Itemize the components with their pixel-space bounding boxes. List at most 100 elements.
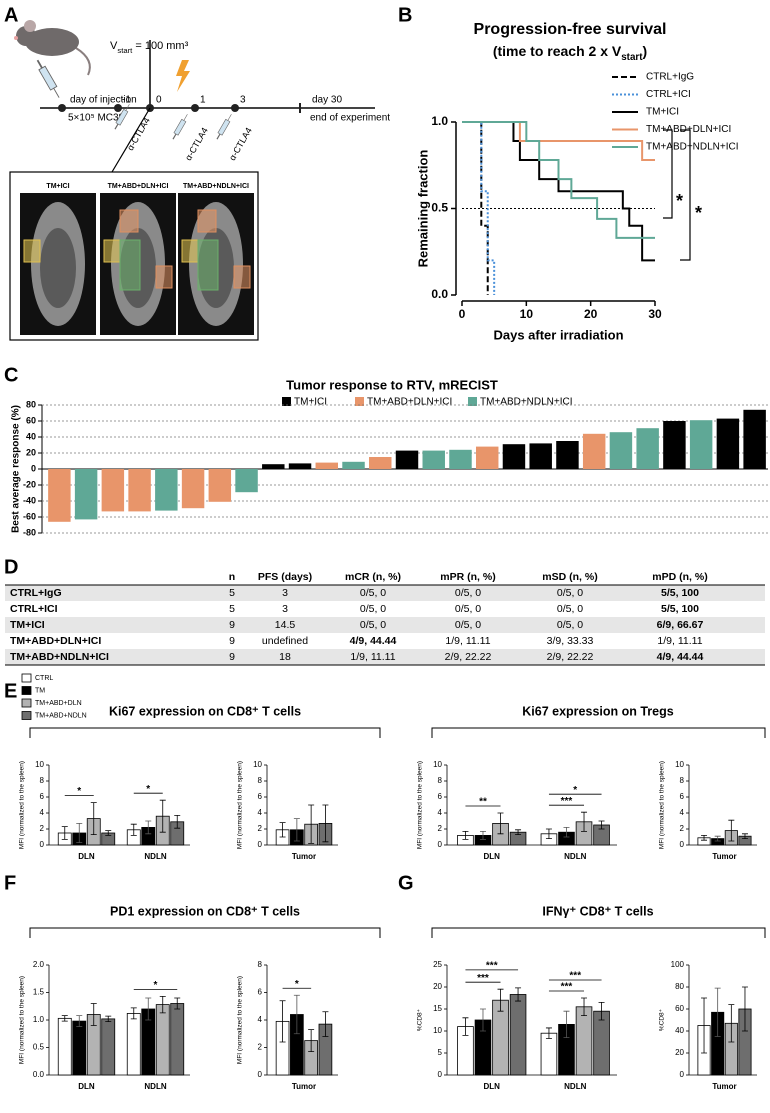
x-tick-label: DLN (484, 1082, 501, 1091)
table-cell: 9 (229, 651, 235, 663)
syringe-plunger (216, 133, 221, 140)
error-bar (90, 802, 97, 835)
bar (689, 420, 713, 469)
table-cell: 1/9, 11.11 (445, 635, 490, 647)
x-tick-label: 20 (584, 307, 598, 321)
error-bar (545, 828, 552, 839)
table-cell: 9 (229, 619, 235, 631)
bar (155, 469, 178, 511)
legend-label: CTRL (35, 675, 53, 682)
significance-label: *** (561, 796, 573, 807)
table-cell: undefined (262, 635, 308, 647)
syringe-barrel (173, 118, 187, 136)
y-tick-label: 8 (258, 776, 263, 785)
y-tick-label: 0 (31, 463, 36, 473)
y-tick-label: 10 (675, 760, 684, 769)
x-tick-label: NDLN (144, 852, 166, 861)
bar (101, 469, 125, 512)
text-part: start (117, 46, 133, 55)
bar (502, 444, 526, 469)
image-box (9, 171, 259, 341)
multipart-text: Vstart = 100 mm³ (110, 40, 189, 55)
legend-label: TM (35, 687, 45, 694)
treatment-label: α-CTLA4 (183, 126, 210, 162)
x-tick-label: DLN (78, 852, 95, 861)
y-axis-label: Best average response (%) (11, 405, 22, 533)
bar (422, 450, 445, 469)
significance-bracket (663, 129, 673, 219)
y-tick-label: 0.5 (431, 201, 448, 215)
bar (529, 443, 552, 469)
survival-curve (462, 121, 655, 162)
bar (369, 457, 392, 469)
bar (582, 433, 606, 469)
syringe-needle (53, 88, 60, 98)
error-bar (728, 1004, 735, 1043)
table-cell: 4/9, 44.44 (350, 635, 397, 647)
survival-curve (462, 121, 655, 239)
legend-label: TM+ABD+DLN+ICI (367, 397, 452, 408)
y-axis-label: Remaining fraction (415, 150, 430, 268)
error-bar (462, 1017, 469, 1036)
y-tick-label: -20 (23, 479, 36, 489)
bar (57, 1017, 72, 1076)
y-tick-label: 2 (258, 1043, 263, 1052)
ct-roi (103, 239, 121, 263)
table-cell: 1/9, 11.11 (350, 651, 395, 663)
y-tick-label: -80 (23, 527, 36, 537)
y-tick-label: 8 (680, 776, 685, 785)
text-part: = 100 mm³ (132, 40, 188, 52)
y-tick-label: 40 (26, 431, 36, 441)
significance-label: * (77, 786, 81, 797)
y-axis-label: MFI (normalized to the spleen) (19, 976, 26, 1064)
mouse-tail (75, 47, 91, 76)
table-header: mPR (n, %) (440, 571, 495, 583)
x-tick-label: DLN (78, 1082, 95, 1091)
text-part: ) (642, 43, 647, 59)
y-axis-label: %CD8⁺ (417, 1008, 424, 1031)
error-bar (279, 822, 286, 838)
error-bar (174, 815, 181, 829)
y-tick-label: 1.0 (33, 1015, 45, 1024)
bar (155, 1004, 170, 1076)
ct-roi (181, 239, 199, 263)
mouse-ear (24, 20, 36, 32)
panel-letter: G (398, 872, 414, 894)
bar (475, 446, 499, 469)
y-tick-label: 80 (26, 399, 36, 409)
error-bar (145, 820, 152, 835)
y-tick-label: 60 (26, 415, 36, 425)
timeline-dot (58, 104, 66, 112)
panel-letter: A (4, 4, 18, 26)
bar (663, 421, 686, 469)
y-tick-label: 0 (40, 840, 45, 849)
timeline-dot (191, 104, 199, 112)
error-bar (279, 1000, 286, 1043)
legend-label: TM+ICI (646, 107, 679, 118)
y-axis-label: MFI (normalized to the spleen) (659, 761, 666, 849)
significance-label: *** (561, 982, 573, 993)
error-bar (308, 804, 315, 844)
y-tick-label: 6 (438, 792, 443, 801)
error-bar (322, 804, 329, 843)
y-tick-label: 2 (258, 824, 263, 833)
y-tick-label: 6 (258, 792, 263, 801)
y-tick-label: 25 (433, 960, 442, 969)
chart-title: PD1 expression on CD8⁺ T cells (110, 904, 300, 918)
error-bar (174, 997, 181, 1010)
y-tick-label: 6 (40, 792, 45, 801)
significance-label: * (676, 191, 683, 211)
syringe (36, 59, 60, 98)
ct-roi (197, 239, 219, 291)
y-tick-label: 2.0 (33, 960, 45, 969)
x-tick-label: NDLN (564, 852, 586, 861)
table-cell: 18 (279, 651, 291, 663)
legend-swatch (355, 397, 364, 406)
bar (170, 1003, 185, 1076)
syringe-plunger (36, 59, 43, 69)
syringe-barrel (38, 65, 58, 91)
x-tick-label: 0 (459, 307, 466, 321)
error-bar (701, 835, 708, 841)
timeline-day: 3 (240, 95, 246, 106)
error-bar (159, 799, 166, 833)
